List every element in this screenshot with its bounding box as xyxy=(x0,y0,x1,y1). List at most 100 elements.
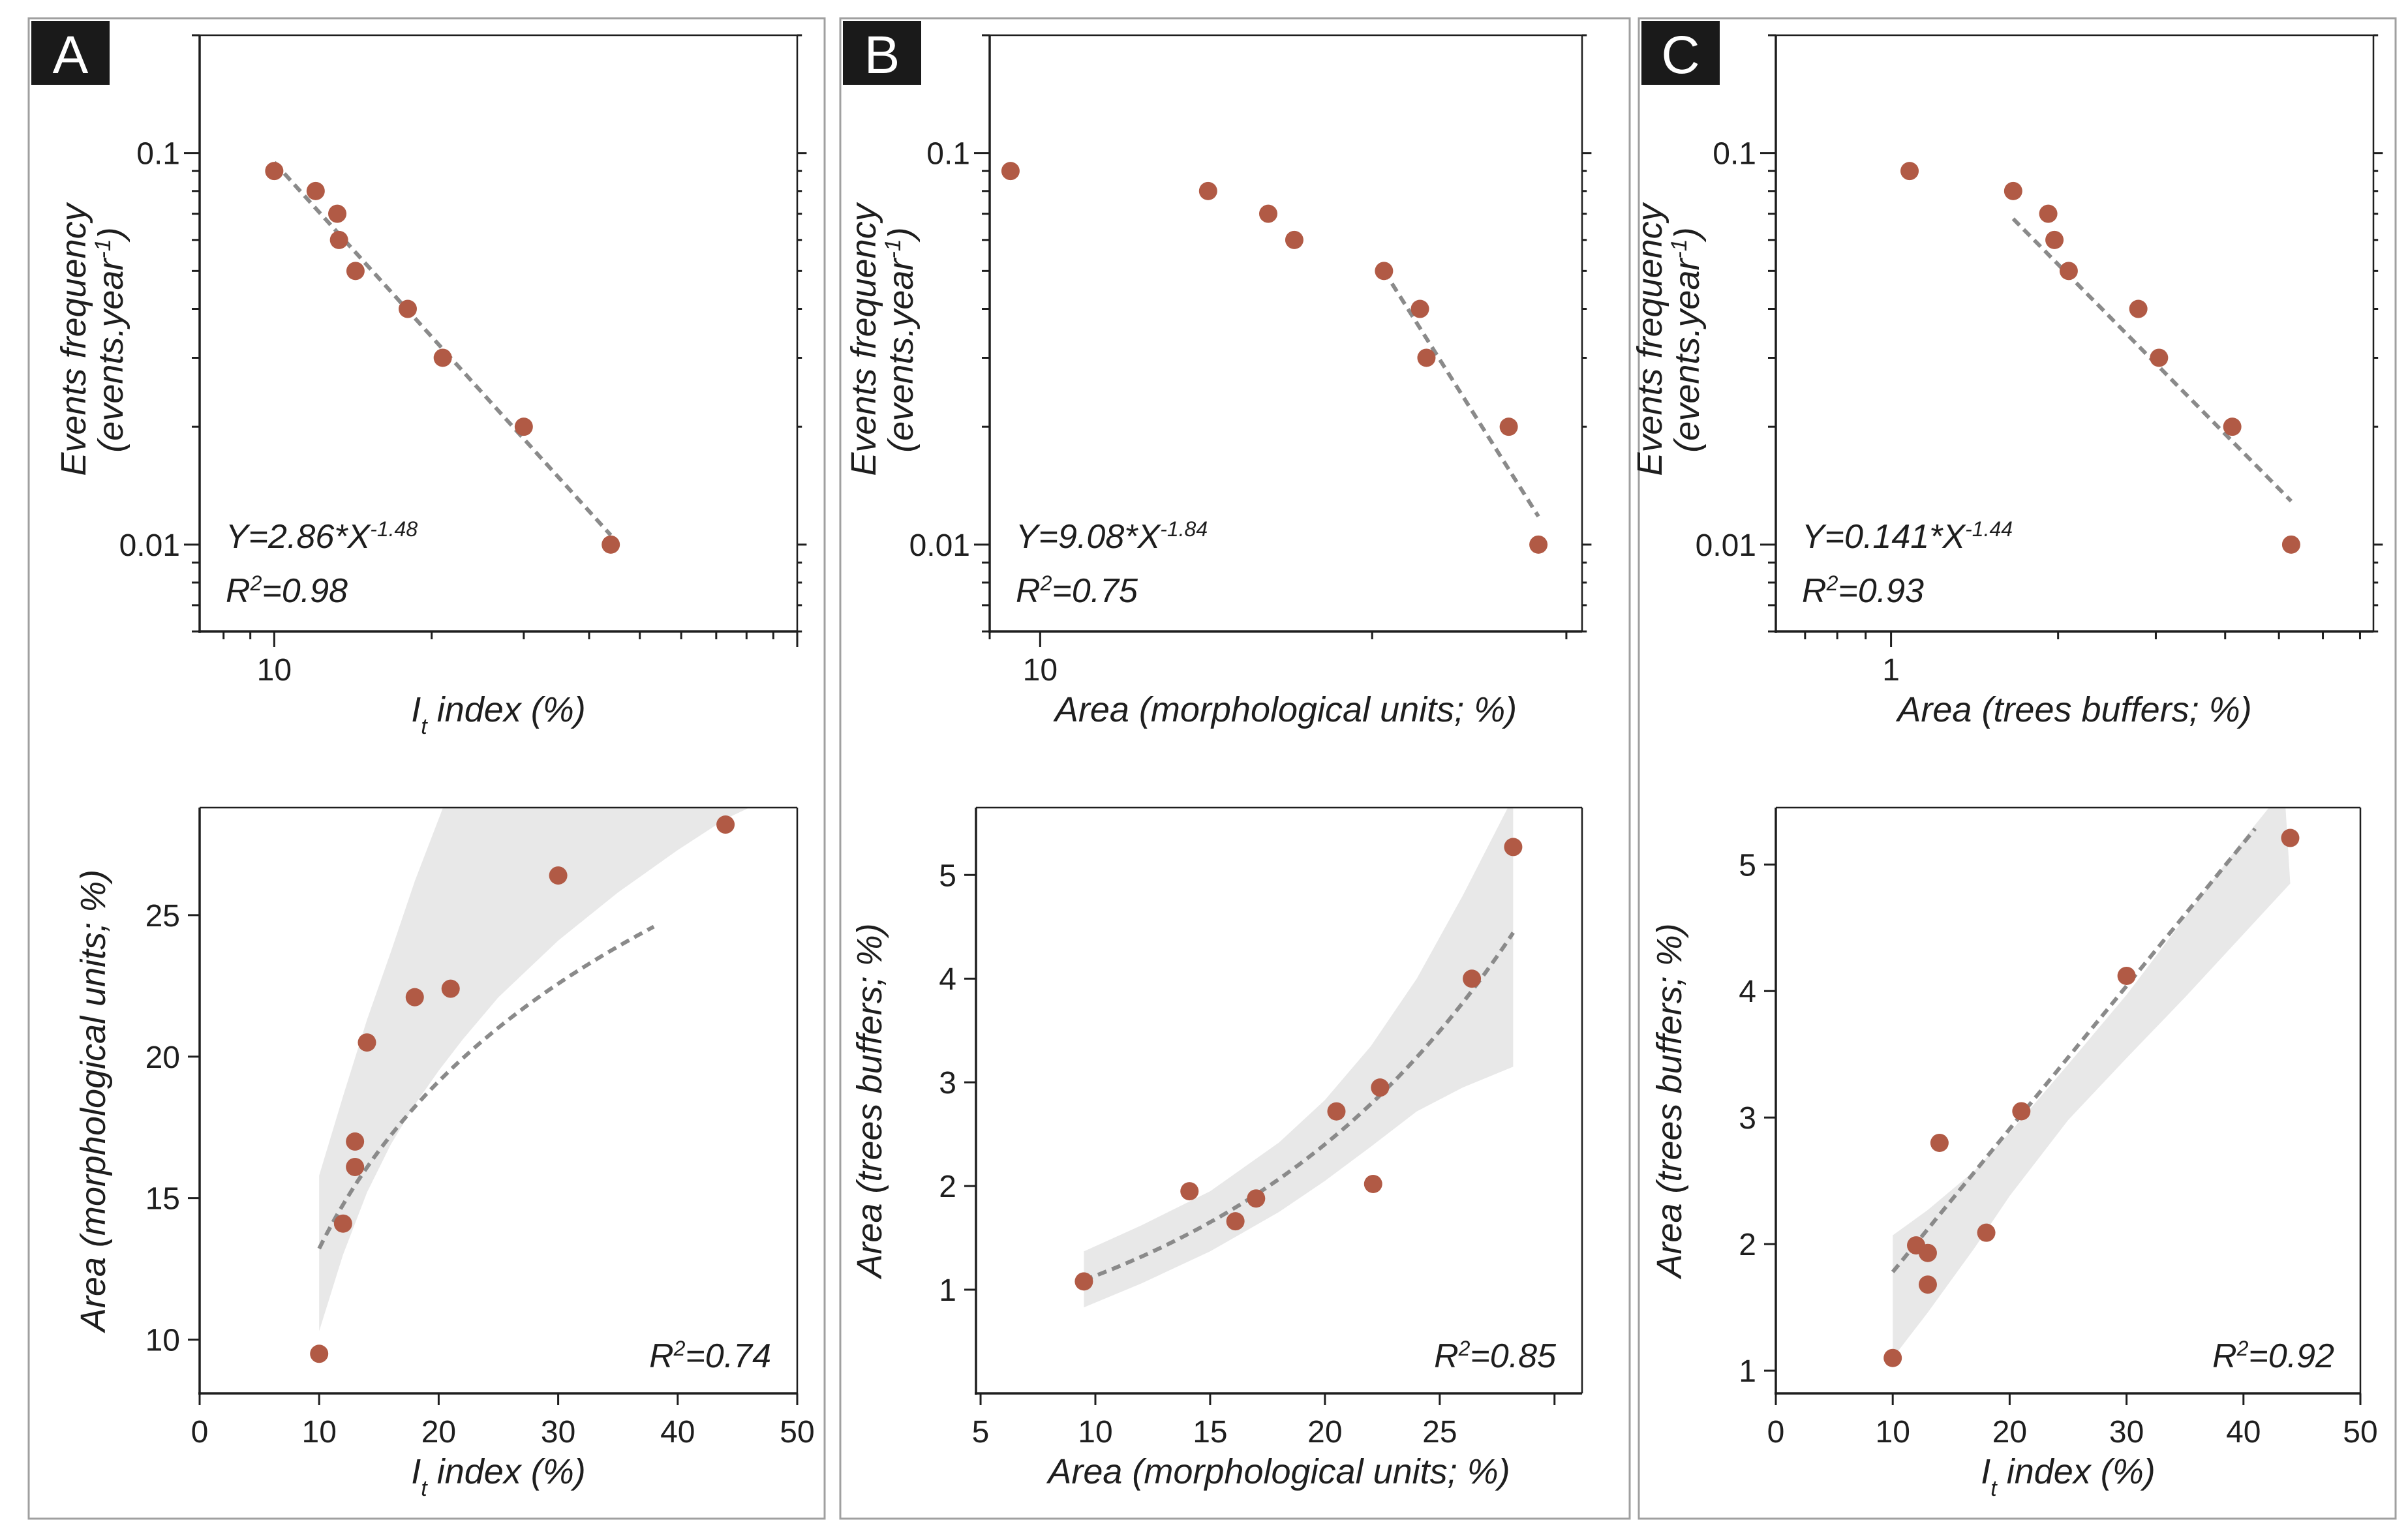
data-point xyxy=(310,1344,329,1363)
y-label-superscript: -1 xyxy=(91,239,115,258)
data-point xyxy=(1180,1182,1199,1201)
y-axis-label: Area (trees buffers; %) xyxy=(850,923,889,1279)
r2-superscript: 2 xyxy=(673,1337,686,1360)
x-tick-label: 0 xyxy=(1767,1415,1785,1450)
r-squared-label: R2=0.74 xyxy=(649,1337,771,1375)
y-tick-label: 3 xyxy=(1739,1101,1756,1136)
chart-c-top: 1 0.1 0.01 Area (trees buffers; %) Events fr… xyxy=(1630,34,2383,729)
x-label-subscript: t xyxy=(421,1476,428,1501)
x-label-rest: index (%) xyxy=(1997,1452,2156,1491)
r2-symbol: R xyxy=(226,572,251,610)
y-tick-label: 4 xyxy=(939,962,956,997)
y-axis-label-line1: Events frequency xyxy=(1630,202,1669,476)
y-tick-label: 3 xyxy=(939,1066,956,1100)
r2-value: =0.85 xyxy=(1470,1337,1557,1375)
fit-line xyxy=(1891,827,2257,1273)
y-tick-label: 0.01 xyxy=(119,528,180,563)
x-axis-label: It index (%) xyxy=(411,1452,586,1501)
data-point xyxy=(1375,262,1394,281)
panel-badge-a xyxy=(31,21,110,85)
y-tick-label: 1 xyxy=(939,1273,956,1308)
data-point xyxy=(1900,162,1919,181)
y-axis-label: Area (trees buffers; %) xyxy=(1650,923,1689,1279)
data-point xyxy=(1247,1189,1266,1208)
fit-line xyxy=(273,160,613,537)
panel-border-b xyxy=(839,17,1631,1520)
x-tick-label: 20 xyxy=(1992,1415,2027,1450)
data-point xyxy=(328,204,347,223)
fit-line xyxy=(1382,269,1540,518)
r2-symbol: R xyxy=(1434,1337,1459,1375)
x-tick-label: 25 xyxy=(1422,1415,1457,1450)
equation-label: Y=0.141*X-1.44 xyxy=(1802,517,2013,556)
y-tick-label: 0.01 xyxy=(909,528,970,563)
r2-value: =0.93 xyxy=(1838,572,1924,610)
data-point xyxy=(1285,230,1303,249)
y-label-units: (events.year xyxy=(91,258,130,453)
y-label-close: ) xyxy=(881,227,921,243)
x-label-subscript: t xyxy=(1990,1476,1998,1501)
data-point xyxy=(2045,230,2064,249)
r2-value: =0.74 xyxy=(685,1337,771,1375)
x-label-rest: index (%) xyxy=(427,1452,586,1491)
equation-label: Y=9.08*X-1.84 xyxy=(1016,517,1208,556)
x-axis-label: Area (morphological units; %) xyxy=(1053,690,1517,729)
equation-base: Y=0.141*X xyxy=(1802,518,1966,556)
data-point xyxy=(1410,299,1429,318)
y-label-superscript: -1 xyxy=(1667,239,1692,258)
equation-exponent: -1.48 xyxy=(370,517,418,541)
data-point xyxy=(1226,1212,1245,1231)
panel-border-a xyxy=(27,17,826,1520)
confidence-band xyxy=(319,808,750,1331)
x-tick-label: 10 xyxy=(257,653,292,688)
chart-b-bottom: 5 10 15 20 25 1 2 3 4 5 Area (morphological units;… xyxy=(850,806,1583,1491)
data-point xyxy=(1074,1272,1093,1291)
x-axis-label: Area (trees buffers; %) xyxy=(1895,690,2251,729)
x-label-rest: index (%) xyxy=(427,690,586,729)
data-point xyxy=(1883,1348,1902,1367)
y-label-close: ) xyxy=(91,227,130,243)
data-point xyxy=(2223,417,2242,436)
equation-exponent: -1.44 xyxy=(1965,517,2013,541)
r2-superscript: 2 xyxy=(2236,1337,2249,1360)
chart-a-top: 10 0.1 0.01 It index (%) Events frequency(ev… xyxy=(54,34,807,739)
r-squared-label: R2=0.92 xyxy=(2212,1337,2334,1375)
r2-superscript: 2 xyxy=(1458,1337,1471,1360)
data-point xyxy=(716,815,735,834)
y-axis-label-line1: Events frequency xyxy=(844,202,883,476)
data-point xyxy=(1371,1078,1390,1097)
panel-borders xyxy=(27,17,2397,1520)
r-squared-label: R2=0.85 xyxy=(1434,1337,1557,1375)
y-tick-label: 5 xyxy=(939,858,956,893)
data-point xyxy=(1001,162,1020,181)
equation-base: Y=9.08*X xyxy=(1016,518,1161,556)
data-point xyxy=(1918,1243,1937,1262)
y-label-units: (events.year xyxy=(881,258,921,453)
data-point xyxy=(514,417,533,436)
y-label-close: ) xyxy=(1668,227,1707,243)
y-tick-label: 0.01 xyxy=(1696,528,1756,563)
data-point xyxy=(1364,1174,1382,1193)
r2-symbol: R xyxy=(1802,572,1827,610)
r2-value: =0.75 xyxy=(1052,572,1138,610)
y-tick-label: 0.1 xyxy=(136,137,180,172)
data-point xyxy=(329,230,348,249)
data-point xyxy=(346,1132,365,1151)
data-point xyxy=(2281,535,2300,554)
x-label-subscript: t xyxy=(421,714,428,739)
data-point xyxy=(2012,1102,2031,1121)
y-tick-label: 0.1 xyxy=(1713,137,1756,172)
x-tick-label: 5 xyxy=(972,1415,990,1450)
y-tick-label: 5 xyxy=(1739,848,1756,883)
data-point xyxy=(1258,204,1277,223)
data-point xyxy=(1918,1275,1937,1294)
y-tick-label: 2 xyxy=(1739,1228,1756,1262)
data-point xyxy=(1417,348,1436,367)
x-tick-label: 50 xyxy=(2343,1415,2377,1450)
x-tick-label: 40 xyxy=(660,1415,695,1450)
data-point xyxy=(549,866,568,885)
x-axis-label: Area (morphological units; %) xyxy=(1046,1452,1510,1491)
panel-letter-a: A xyxy=(53,25,89,85)
